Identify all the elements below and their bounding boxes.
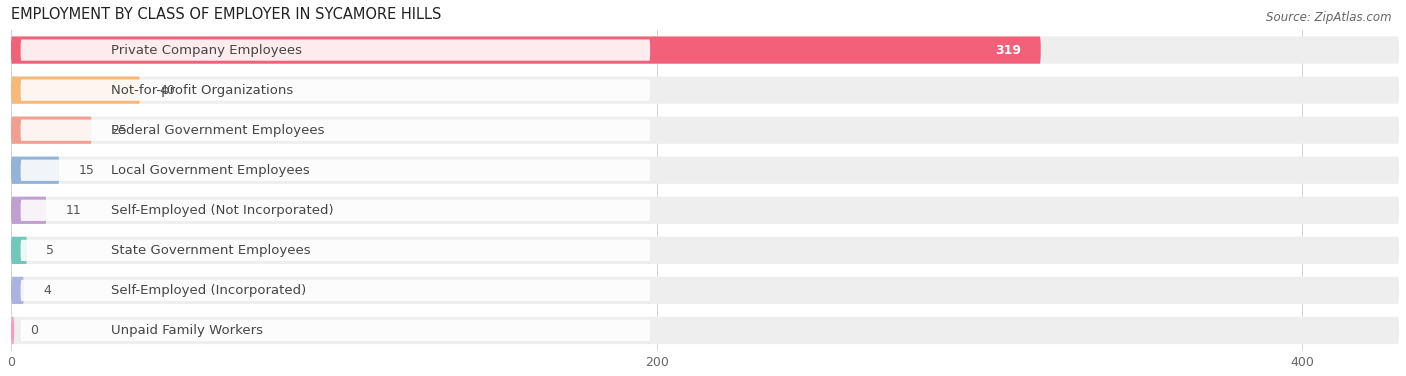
FancyBboxPatch shape — [11, 317, 1399, 344]
Text: 25: 25 — [111, 124, 127, 137]
FancyBboxPatch shape — [11, 237, 27, 264]
FancyBboxPatch shape — [11, 77, 1399, 104]
FancyBboxPatch shape — [11, 277, 1399, 304]
FancyBboxPatch shape — [11, 77, 141, 104]
Text: Self-Employed (Not Incorporated): Self-Employed (Not Incorporated) — [111, 204, 333, 217]
Text: Private Company Employees: Private Company Employees — [111, 44, 302, 56]
FancyBboxPatch shape — [21, 120, 650, 141]
Text: 15: 15 — [79, 164, 94, 177]
Text: 4: 4 — [44, 284, 51, 297]
Text: Self-Employed (Incorporated): Self-Employed (Incorporated) — [111, 284, 307, 297]
Text: 5: 5 — [46, 244, 55, 257]
FancyBboxPatch shape — [21, 320, 650, 341]
FancyBboxPatch shape — [11, 117, 91, 144]
FancyBboxPatch shape — [11, 117, 1399, 144]
Text: Not-for-profit Organizations: Not-for-profit Organizations — [111, 83, 294, 97]
FancyBboxPatch shape — [11, 157, 59, 184]
FancyBboxPatch shape — [11, 277, 24, 304]
Text: State Government Employees: State Government Employees — [111, 244, 311, 257]
FancyBboxPatch shape — [11, 36, 1399, 64]
FancyBboxPatch shape — [21, 160, 650, 181]
FancyBboxPatch shape — [21, 39, 650, 61]
FancyBboxPatch shape — [21, 240, 650, 261]
FancyBboxPatch shape — [11, 317, 14, 344]
FancyBboxPatch shape — [11, 237, 1399, 264]
Text: 11: 11 — [66, 204, 82, 217]
FancyBboxPatch shape — [21, 200, 650, 221]
Text: Unpaid Family Workers: Unpaid Family Workers — [111, 324, 263, 337]
Text: Local Government Employees: Local Government Employees — [111, 164, 309, 177]
Text: 319: 319 — [995, 44, 1021, 56]
Text: Federal Government Employees: Federal Government Employees — [111, 124, 325, 137]
FancyBboxPatch shape — [11, 157, 1399, 184]
FancyBboxPatch shape — [21, 280, 650, 301]
FancyBboxPatch shape — [11, 197, 46, 224]
Text: Source: ZipAtlas.com: Source: ZipAtlas.com — [1267, 11, 1392, 24]
Text: 0: 0 — [31, 324, 38, 337]
Text: 40: 40 — [159, 83, 176, 97]
Text: EMPLOYMENT BY CLASS OF EMPLOYER IN SYCAMORE HILLS: EMPLOYMENT BY CLASS OF EMPLOYER IN SYCAM… — [11, 7, 441, 22]
FancyBboxPatch shape — [21, 79, 650, 101]
FancyBboxPatch shape — [11, 36, 1040, 64]
FancyBboxPatch shape — [11, 197, 1399, 224]
